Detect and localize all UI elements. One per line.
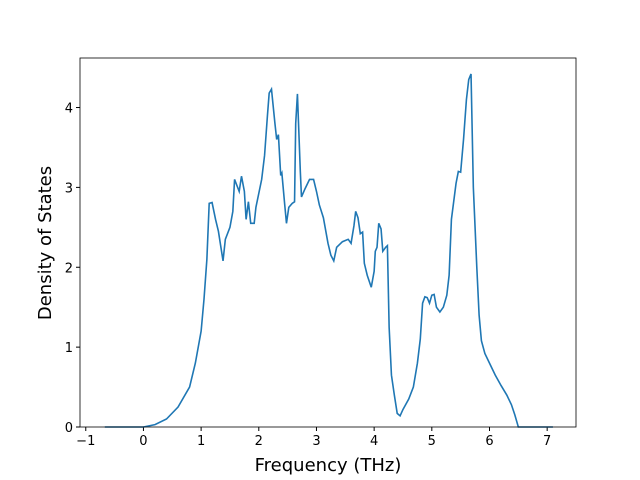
y-tick-label: 2 (65, 261, 73, 276)
y-axis-label: Density of States (35, 166, 56, 320)
x-axis-label: Frequency (THz) (255, 455, 402, 476)
x-tick-label: 7 (543, 434, 551, 449)
x-tick-label: 0 (139, 434, 147, 449)
x-tick-label: 5 (428, 434, 436, 449)
x-tick-label: 2 (255, 434, 263, 449)
x-tick-label: 6 (485, 434, 493, 449)
y-tick-label: 4 (65, 102, 73, 117)
y-tick-label: 1 (65, 341, 73, 356)
plot-frame (79, 57, 577, 428)
x-tick-label: −1 (76, 434, 95, 449)
x-tick-label: 1 (197, 434, 205, 449)
y-tick-label: 3 (65, 181, 73, 196)
y-tick-label: 0 (65, 421, 73, 436)
dos-line (104, 73, 553, 428)
x-tick-label: 3 (312, 434, 320, 449)
x-tick-label: 4 (370, 434, 378, 449)
